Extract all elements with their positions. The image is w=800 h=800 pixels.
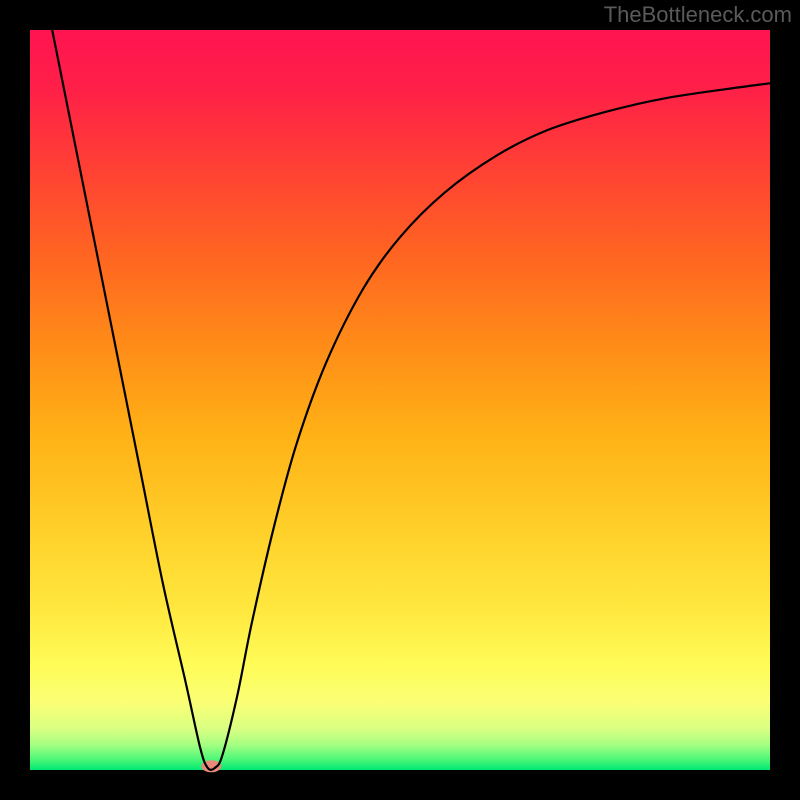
chart-container: TheBottleneck.com [0,0,800,800]
watermark-label: TheBottleneck.com [604,2,792,28]
plot-gradient-background [30,30,770,770]
bottleneck-chart [0,0,800,800]
